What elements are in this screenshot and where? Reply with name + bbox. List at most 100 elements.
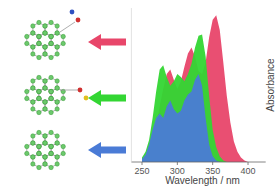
atom	[43, 45, 47, 49]
atom	[31, 107, 35, 111]
atom	[55, 86, 59, 90]
atom	[37, 89, 41, 93]
arrow-body	[100, 147, 126, 154]
atom	[84, 96, 89, 101]
y-axis	[131, 8, 132, 162]
atom	[61, 41, 65, 45]
atom	[55, 45, 59, 49]
atom	[55, 107, 59, 111]
atom	[49, 144, 53, 148]
atom	[37, 89, 41, 93]
x-tick-label: 250	[134, 166, 149, 176]
atom	[49, 96, 53, 100]
atom	[49, 96, 53, 100]
atom	[55, 162, 59, 166]
atom	[61, 96, 65, 100]
arrow	[88, 34, 126, 50]
atom	[43, 100, 47, 104]
atom	[78, 88, 83, 93]
atom	[49, 75, 53, 79]
atom	[49, 20, 53, 24]
arrow-head	[88, 34, 101, 50]
atom	[49, 34, 53, 38]
arrow-body	[100, 95, 126, 102]
atom	[49, 96, 53, 100]
atom	[55, 100, 59, 104]
atom	[43, 141, 47, 145]
atom	[55, 31, 59, 35]
atom	[49, 144, 53, 148]
atom	[43, 79, 47, 83]
atom	[43, 31, 47, 35]
bond	[60, 22, 75, 32]
atom	[31, 141, 35, 145]
atom	[43, 52, 47, 56]
atom	[25, 34, 29, 38]
atom	[43, 100, 47, 104]
atom	[37, 20, 41, 24]
atom	[43, 86, 47, 90]
atom	[37, 165, 41, 169]
x-tick	[142, 162, 143, 165]
atom	[37, 110, 41, 114]
atom	[43, 31, 47, 35]
atom	[55, 141, 59, 145]
x-tick	[212, 162, 213, 165]
atom	[61, 34, 65, 38]
atom	[49, 151, 53, 155]
atom	[31, 31, 35, 35]
atom	[49, 89, 53, 93]
arrow-head	[88, 90, 101, 106]
atom	[55, 45, 59, 49]
atom	[25, 89, 29, 93]
atom	[43, 79, 47, 83]
atom	[37, 75, 41, 79]
y-axis-label: Absorbance	[265, 58, 276, 112]
x-tick	[177, 162, 178, 165]
atom	[43, 100, 47, 104]
atom	[43, 155, 47, 159]
atom	[49, 151, 53, 155]
atom	[31, 100, 35, 104]
spectrum-area	[142, 34, 255, 162]
atom	[55, 100, 59, 104]
atom	[31, 86, 35, 90]
atom	[43, 141, 47, 145]
atom	[43, 86, 47, 90]
atom	[25, 96, 29, 100]
atom	[49, 41, 53, 45]
atom	[37, 151, 41, 155]
atom	[61, 151, 65, 155]
atom	[55, 134, 59, 138]
atom	[31, 162, 35, 166]
x-axis	[131, 162, 265, 163]
spectrum-area	[142, 74, 255, 162]
atom	[43, 134, 47, 138]
atom	[43, 45, 47, 49]
atom	[37, 151, 41, 155]
atom	[43, 155, 47, 159]
atom	[49, 110, 53, 114]
atom	[37, 41, 41, 45]
arrow	[88, 90, 126, 106]
molecules	[25, 10, 89, 170]
atom	[31, 24, 35, 28]
atom	[55, 86, 59, 90]
atom	[43, 31, 47, 35]
atom	[31, 31, 35, 35]
atom	[49, 34, 53, 38]
atom	[31, 141, 35, 145]
atom	[43, 107, 47, 111]
atom	[49, 41, 53, 45]
atom	[31, 155, 35, 159]
x-axis-label: Wavelength / nm	[165, 175, 240, 186]
atom	[49, 55, 53, 59]
atom	[37, 96, 41, 100]
atom	[37, 144, 41, 148]
atom	[43, 162, 47, 166]
atom	[49, 41, 53, 45]
atom	[37, 144, 41, 148]
atom	[25, 151, 29, 155]
atom	[37, 89, 41, 93]
atom	[37, 130, 41, 134]
